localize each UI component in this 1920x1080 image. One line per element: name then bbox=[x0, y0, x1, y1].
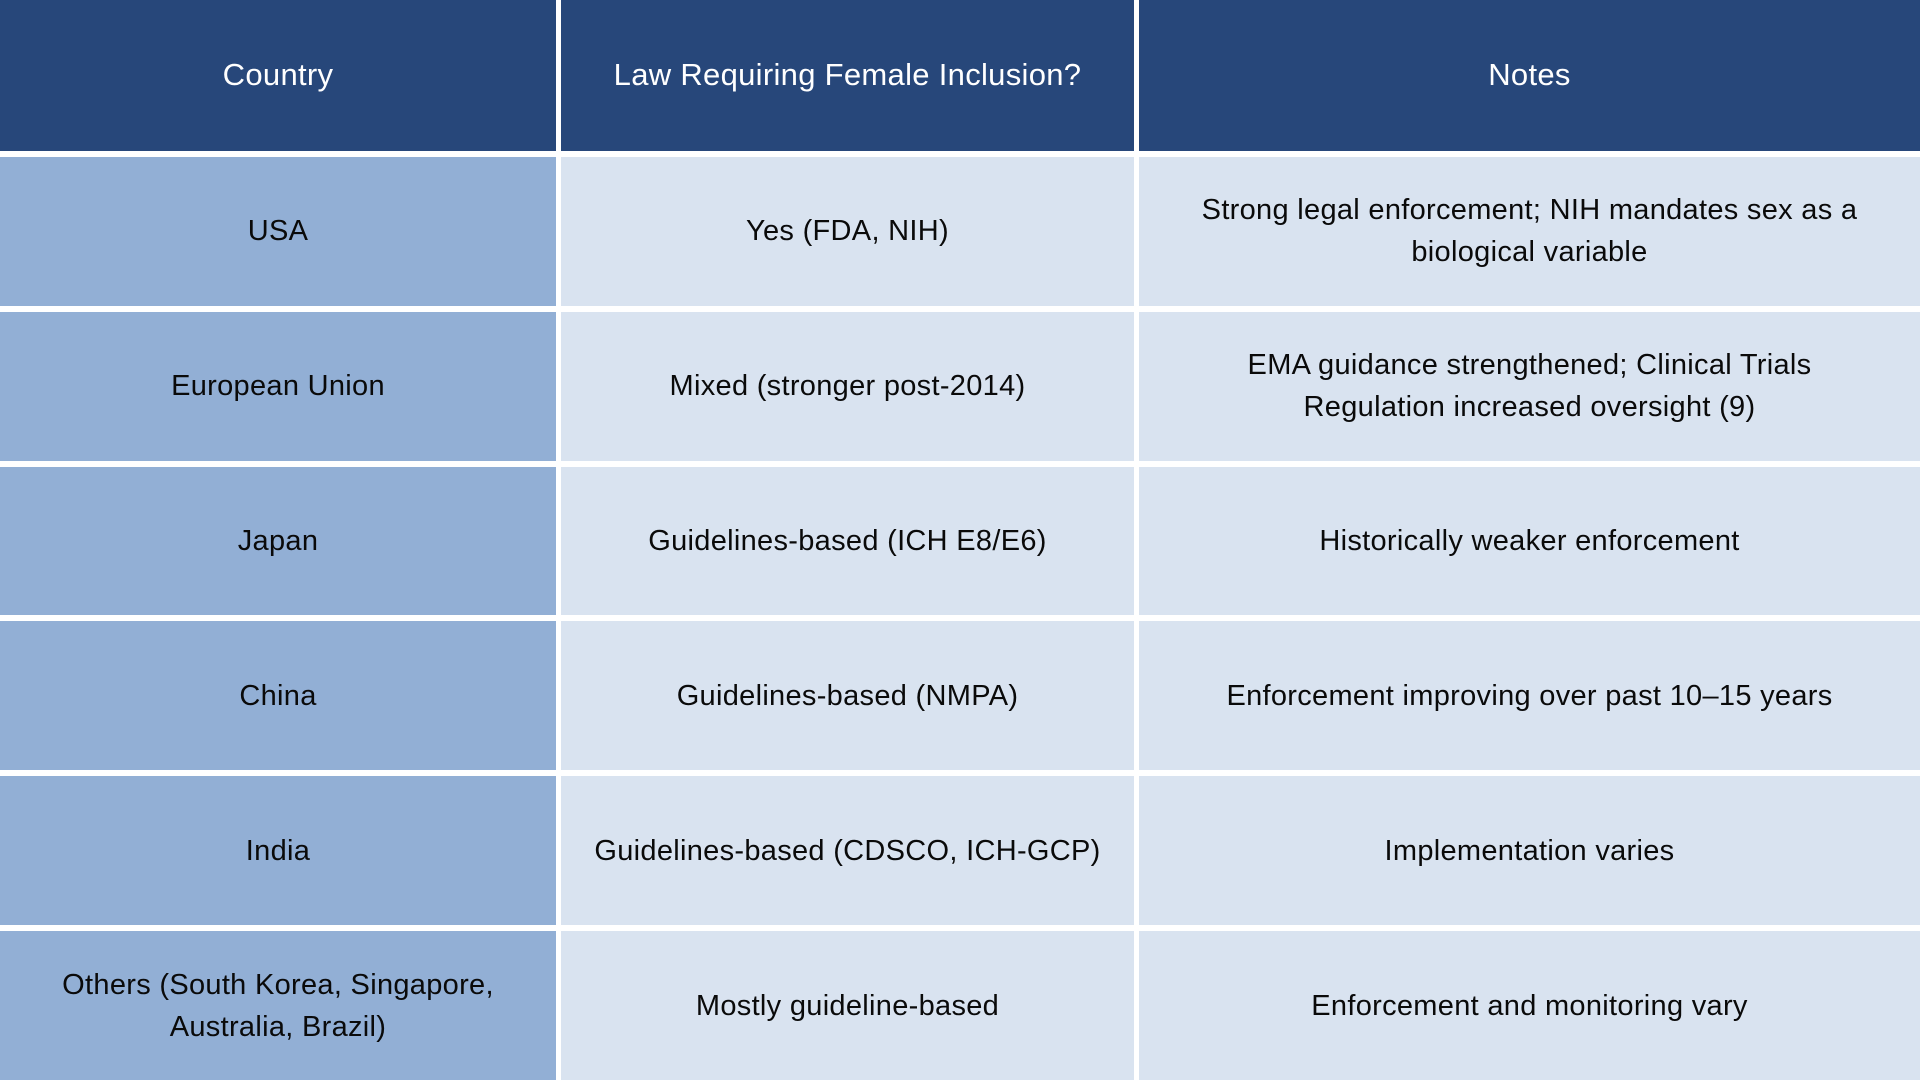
cell-country-india: India bbox=[0, 776, 556, 926]
cell-notes-european-union: EMA guidance strengthened; Clinical Tria… bbox=[1139, 311, 1920, 461]
cell-notes-japan: Historically weaker enforcement bbox=[1139, 466, 1920, 616]
header-cell-notes: Notes bbox=[1139, 0, 1920, 151]
cell-law-european-union: Mixed (stronger post-2014) bbox=[561, 311, 1134, 461]
header-cell-country: Country bbox=[0, 0, 556, 151]
cell-country-japan: Japan bbox=[0, 466, 556, 616]
cell-notes-others: Enforcement and monitoring vary bbox=[1139, 931, 1920, 1080]
cell-country-usa: USA bbox=[0, 157, 556, 306]
cell-country-european-union: European Union bbox=[0, 311, 556, 461]
cell-notes-usa: Strong legal enforcement; NIH mandates s… bbox=[1139, 157, 1920, 306]
cell-notes-china: Enforcement improving over past 10–15 ye… bbox=[1139, 621, 1920, 771]
cell-country-china: China bbox=[0, 621, 556, 771]
cell-law-japan: Guidelines-based (ICH E8/E6) bbox=[561, 466, 1134, 616]
header-cell-law: Law Requiring Female Inclusion? bbox=[561, 0, 1134, 151]
cell-law-india: Guidelines-based (CDSCO, ICH-GCP) bbox=[561, 776, 1134, 926]
cell-country-others: Others (South Korea, Singapore, Australi… bbox=[0, 931, 556, 1080]
cell-law-usa: Yes (FDA, NIH) bbox=[561, 157, 1134, 306]
cell-law-china: Guidelines-based (NMPA) bbox=[561, 621, 1134, 771]
cell-notes-india: Implementation varies bbox=[1139, 776, 1920, 926]
cell-law-others: Mostly guideline-based bbox=[561, 931, 1134, 1080]
